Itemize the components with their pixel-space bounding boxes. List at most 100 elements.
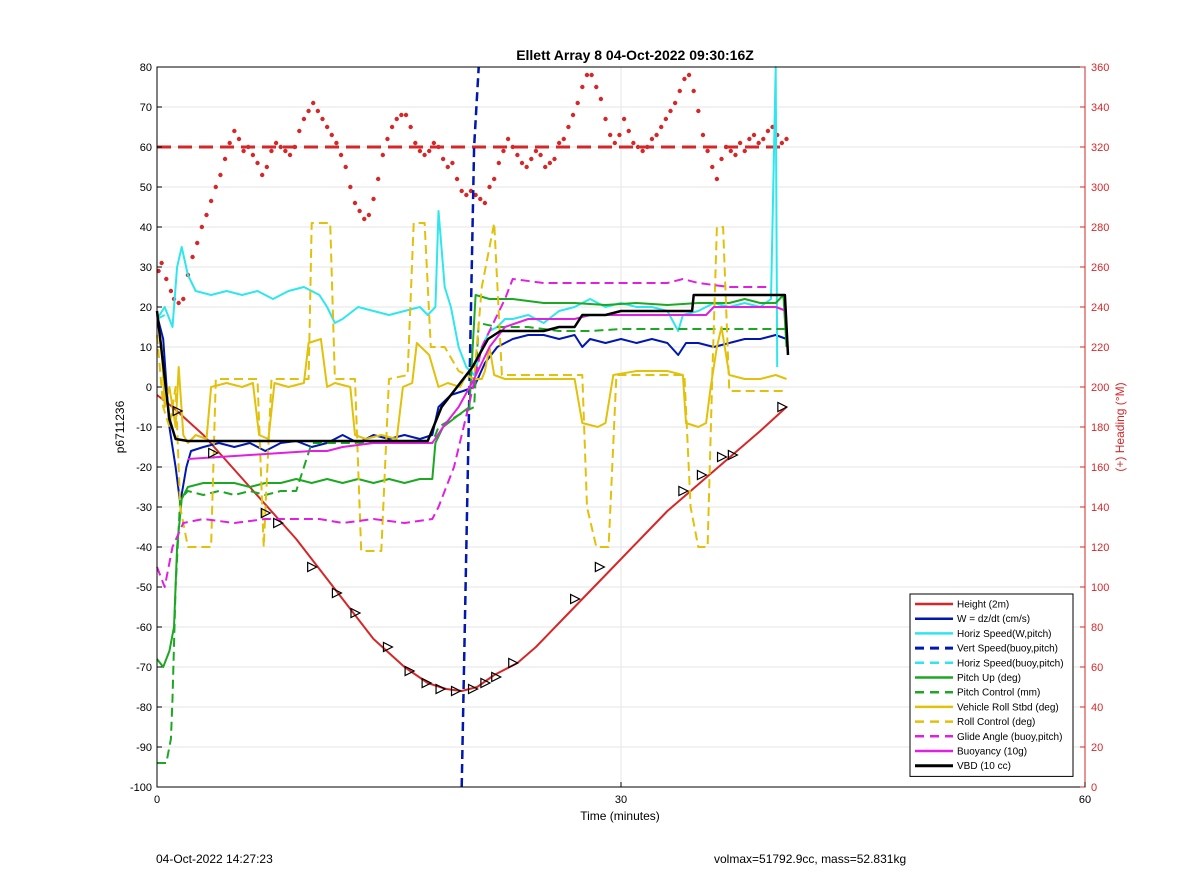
heading-point [668,108,673,114]
y2-tick-label: 200 [1091,382,1109,394]
heading-point [594,84,599,90]
heading-point [705,148,710,154]
y2-axis-label: (+) Heading (°M) [1113,382,1127,471]
heading-point [682,76,687,82]
y-tick-label: 30 [140,262,152,274]
series-line-w-dz-dt-cm-s [156,314,787,504]
y2-tick-label: 360 [1091,62,1109,74]
heading-point [181,296,186,302]
heading-point [427,148,432,154]
heading-point [176,300,181,306]
height-marker [404,665,416,677]
y-tick-label: 80 [140,62,152,74]
height-marker [569,593,581,605]
heading-point [422,152,427,158]
heading-point [756,140,761,146]
heading-point [649,136,655,142]
heading-point [436,144,441,150]
y-tick-label: -70 [136,662,152,674]
heading-point [399,112,404,118]
heading-point [204,212,209,218]
heading-point [301,116,307,122]
y2-tick-label: 180 [1091,422,1109,434]
y2-tick-label: 300 [1091,182,1109,194]
heading-point [751,132,757,138]
height-marker [508,657,520,669]
y-tick-label: -60 [136,622,152,634]
heading-point [454,176,460,182]
heading-point [464,192,469,198]
heading-point [742,148,747,154]
x-tick-label: 60 [1079,794,1091,806]
heading-point [164,276,169,282]
heading-point [686,72,692,78]
heading-point [691,88,696,94]
y-tick-label: 40 [140,222,152,234]
heading-point [246,144,251,150]
heading-point [552,156,557,162]
heading-point [431,140,437,146]
y-tick-label: -40 [136,542,152,554]
y-tick-label: 0 [146,382,152,394]
heading-point [250,152,256,158]
heading-point [324,124,330,130]
heading-point [524,164,529,170]
height-marker [307,561,319,573]
heading-point [737,140,743,146]
series-line-horiz-speed-w-pitch [156,66,779,376]
plot-series [155,66,790,788]
heading-point [315,108,321,114]
heading-point [389,124,395,130]
y2-tick-label: 80 [1091,622,1103,634]
height-marker [716,451,728,463]
y-tick-label: 20 [140,302,152,314]
series-line-buoyancy-10g [187,306,787,460]
height-marker [260,507,272,519]
heading-point [598,96,604,102]
y2-tick-label: 140 [1091,502,1109,514]
legend-label-vert-speed-buoy-pitch: Vert Speed(buoy,pitch) [957,644,1058,655]
heading-point [654,132,659,138]
heading-point [408,124,413,130]
heading-point [677,88,682,94]
legend-box [909,593,1074,777]
height-marker [777,401,789,413]
heading-point [380,152,386,158]
legend-label-pitch-control-mm: Pitch Control (mm) [957,688,1040,699]
height-marker [435,683,447,695]
height-marker [331,587,343,599]
heading-point [241,148,246,154]
y-tick-label: 60 [140,142,152,154]
heading-point [700,132,706,138]
height-marker [491,671,503,683]
heading-point [287,152,293,158]
height-marker [727,449,739,461]
heading-point [626,128,631,134]
heading-point [631,140,636,146]
heading-point [547,160,553,166]
heading-point [190,254,195,260]
height-marker [678,485,690,497]
heading-point [159,260,164,266]
x-tick-label: 30 [615,794,627,806]
heading-point [784,136,789,142]
heading-point [496,160,502,166]
heading-point [357,208,362,214]
heading-point [403,112,409,118]
y2-tick-label: 100 [1091,582,1109,594]
heading-point [371,196,376,202]
heading-point [529,156,534,162]
heading-point [394,116,399,122]
heading-point [375,176,381,182]
heading-point [505,136,511,142]
x-tick-label: 0 [154,794,160,806]
heading-point [714,176,720,182]
y-tick-label: -50 [136,582,152,594]
heading-point [283,148,288,154]
heading-point [510,144,515,150]
heading-point [218,172,223,178]
footer-volume-mass: volmax=51792.9cc, mass=52.831kg [714,852,907,866]
heading-point [320,116,325,122]
heading-point [640,148,645,154]
y2-tick-label: 280 [1091,222,1109,234]
